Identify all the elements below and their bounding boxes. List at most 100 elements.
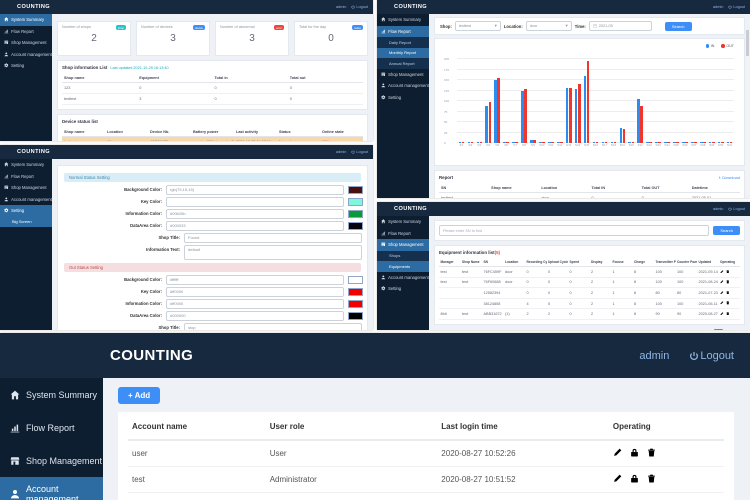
dataarea-color-input[interactable]: #000000: [166, 311, 344, 321]
delete-icon[interactable]: [726, 290, 730, 295]
sidebar-item-system-summary[interactable]: System Summary: [0, 14, 52, 26]
scrollbar-thumb[interactable]: [746, 30, 749, 56]
sidebar-item-flow-report[interactable]: Flow Report: [377, 25, 429, 37]
sidebar-item-setting[interactable]: Setting: [377, 283, 429, 295]
delete-icon[interactable]: [647, 448, 656, 457]
sidebar-item-shop-management[interactable]: Shop Management: [377, 239, 429, 251]
delete-icon[interactable]: [647, 474, 656, 483]
sidebar-item-account-management[interactable]: Account management: [377, 272, 429, 284]
download-link[interactable]: Download: [718, 175, 740, 180]
shop-title-input[interactable]: stop: [184, 323, 362, 330]
sidebar-subitem-equipments[interactable]: Equipments: [377, 261, 429, 272]
sidebar-subitem-big-screen[interactable]: Big Screen: [0, 216, 52, 227]
edit-icon[interactable]: [720, 301, 724, 305]
cell: [439, 298, 461, 310]
add-account-button[interactable]: + Add: [118, 387, 161, 404]
sidebar-subitem-daily-report[interactable]: Daily Report: [377, 37, 429, 48]
edit-icon[interactable]: [720, 269, 724, 274]
delete-icon[interactable]: [726, 312, 730, 316]
search-button[interactable]: Search: [664, 21, 692, 31]
sidebar-subitem-shops[interactable]: Shops: [377, 250, 429, 261]
shop-title-input[interactable]: Found: [184, 233, 362, 243]
sidebar-item-flow-report[interactable]: Flow Report: [0, 411, 103, 444]
key-color-input[interactable]: [166, 197, 344, 207]
page-button[interactable]: «: [693, 328, 702, 330]
color-swatch[interactable]: [348, 209, 363, 218]
sidebar-item-account-management[interactable]: Account management: [0, 194, 52, 206]
user-menu[interactable]: admin: [336, 5, 347, 9]
y-tick-label: 100: [444, 99, 450, 103]
background-color-input[interactable]: #ffffff: [166, 275, 344, 285]
sidebar-item-account-management[interactable]: Account management: [377, 80, 429, 92]
sidebar-item-setting[interactable]: Setting: [0, 205, 52, 217]
delete-icon[interactable]: [726, 280, 730, 284]
information-color-input[interactable]: #00b26b: [166, 209, 344, 219]
sidebar-item-system-summary[interactable]: System Summary: [0, 159, 52, 171]
user-menu[interactable]: admin: [713, 207, 724, 211]
cell: 0: [546, 277, 568, 289]
sidebar-item-shop-management[interactable]: Shop Management: [0, 37, 52, 49]
logout-button[interactable]: Logout: [728, 5, 745, 9]
user-menu[interactable]: admin: [336, 150, 347, 154]
sidebar-item-flow-report[interactable]: Flow Report: [0, 171, 52, 183]
scrollbar[interactable]: [746, 30, 749, 195]
logout-button[interactable]: Logout: [351, 150, 368, 154]
equipment-list-card: Equipment information list(5) Manager Sho…: [434, 245, 745, 325]
dataarea-color-input[interactable]: #000033: [166, 221, 344, 231]
information-color-input[interactable]: #ff0000: [166, 299, 344, 309]
logout-button[interactable]: Logout: [351, 5, 368, 9]
shop-select[interactable]: testtest ▾: [454, 21, 501, 31]
color-swatch[interactable]: [348, 299, 363, 308]
background-color-input[interactable]: rgb(75,15,15): [166, 185, 344, 195]
sidebar-subitem-annual-report[interactable]: Annual Report: [377, 58, 429, 69]
user-menu[interactable]: admin: [713, 5, 724, 9]
color-swatch[interactable]: [348, 275, 363, 284]
logout-button[interactable]: Logout: [689, 350, 734, 362]
sidebar-item-shop-management[interactable]: Shop Management: [377, 69, 429, 81]
key-color-input[interactable]: #ff0000: [166, 287, 344, 297]
sidebar-item-flow-report[interactable]: Flow Report: [0, 26, 52, 38]
sn-search-input[interactable]: Please enter SN to find: [439, 225, 710, 236]
delete-icon[interactable]: [726, 301, 730, 305]
sidebar-item-system-summary[interactable]: System Summary: [0, 378, 103, 411]
bar-group: [457, 142, 466, 143]
color-swatch[interactable]: [348, 311, 363, 320]
lock-icon[interactable]: [630, 474, 639, 483]
page-button[interactable]: »: [735, 328, 744, 330]
sidebar-item-account-management[interactable]: Account management: [0, 49, 52, 61]
color-swatch[interactable]: [348, 287, 363, 296]
edit-icon[interactable]: [720, 312, 724, 316]
location-select[interactable]: door ▾: [525, 21, 572, 31]
page-button[interactable]: ›: [724, 328, 734, 330]
sidebar-item-setting[interactable]: Setting: [0, 60, 52, 72]
edit-icon[interactable]: [613, 448, 622, 457]
color-swatch[interactable]: [348, 185, 363, 194]
edit-icon[interactable]: [720, 290, 724, 295]
column-header-updated: Updated: [697, 258, 719, 267]
sidebar-item-shop-management[interactable]: Shop Management: [0, 444, 103, 477]
sidebar-item-setting[interactable]: Setting: [377, 92, 429, 104]
search-button[interactable]: Search: [713, 226, 740, 235]
cell: [718, 287, 740, 299]
edit-icon[interactable]: [720, 280, 724, 284]
information-text-input[interactable]: default: [184, 245, 362, 260]
logout-button[interactable]: Logout: [728, 207, 745, 211]
bar-group: [698, 142, 707, 143]
time-input[interactable]: 2021-05: [588, 21, 652, 31]
legend-out[interactable]: OUT: [721, 44, 734, 48]
color-swatch[interactable]: [348, 221, 363, 230]
user-menu[interactable]: admin: [639, 349, 670, 362]
sidebar-subitem-monthly-report[interactable]: Monthly Report: [377, 47, 429, 58]
color-swatch[interactable]: [348, 197, 363, 206]
delete-icon[interactable]: [726, 269, 730, 274]
legend-in[interactable]: IN: [705, 44, 714, 48]
sidebar-item-system-summary[interactable]: System Summary: [377, 216, 429, 228]
page-current[interactable]: 1: [714, 328, 723, 330]
sidebar-item-system-summary[interactable]: System Summary: [377, 14, 429, 26]
sidebar-item-account-management[interactable]: Account management: [0, 477, 103, 500]
edit-icon[interactable]: [613, 474, 622, 483]
lock-icon[interactable]: [630, 448, 639, 457]
sidebar-item-shop-management[interactable]: Shop Management: [0, 182, 52, 194]
page-button[interactable]: ‹: [703, 328, 713, 330]
sidebar-item-flow-report[interactable]: Flow Report: [377, 228, 429, 240]
